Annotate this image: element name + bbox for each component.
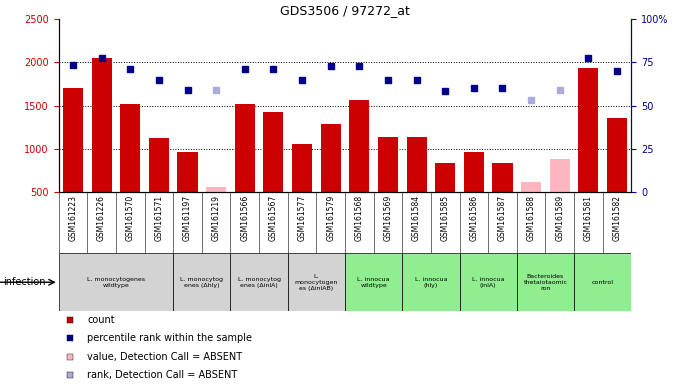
Bar [92,58,112,192]
FancyBboxPatch shape [517,253,574,311]
Text: GSM161226: GSM161226 [97,195,106,241]
Bar [120,104,140,192]
FancyBboxPatch shape [59,253,173,311]
Text: rank, Detection Call = ABSENT: rank, Detection Call = ABSENT [88,370,237,380]
Bar [264,112,284,192]
Text: GSM161567: GSM161567 [269,195,278,241]
FancyBboxPatch shape [460,253,517,311]
Bar [521,182,541,192]
Text: GSM161588: GSM161588 [526,195,535,241]
FancyBboxPatch shape [345,253,402,311]
Text: percentile rank within the sample: percentile rank within the sample [88,333,253,343]
Bar [63,88,83,192]
Bar [493,163,513,192]
Bar [292,144,312,192]
Text: GSM161582: GSM161582 [613,195,622,241]
Bar [378,137,398,192]
FancyBboxPatch shape [402,253,460,311]
Text: GSM161219: GSM161219 [212,195,221,241]
Text: L. innocua
wildtype: L. innocua wildtype [357,277,390,288]
Bar [607,118,627,192]
Text: GSM161584: GSM161584 [412,195,421,241]
Bar [321,124,341,192]
Text: value, Detection Call = ABSENT: value, Detection Call = ABSENT [88,352,242,362]
Bar [435,163,455,192]
Text: GSM161570: GSM161570 [126,195,135,241]
Text: GSM161587: GSM161587 [498,195,507,241]
Bar [578,68,598,192]
Text: L. innocua
(hly): L. innocua (hly) [415,277,447,288]
Bar [349,101,369,192]
Text: L. innocua
(inlA): L. innocua (inlA) [472,277,504,288]
FancyBboxPatch shape [574,253,631,311]
Bar [406,137,426,192]
FancyBboxPatch shape [230,253,288,311]
Text: L. monocytog
enes (ΔinlA): L. monocytog enes (ΔinlA) [237,277,281,288]
Text: GSM161571: GSM161571 [155,195,164,241]
Text: control: control [592,280,613,285]
Title: GDS3506 / 97272_at: GDS3506 / 97272_at [280,3,410,17]
Text: GSM161579: GSM161579 [326,195,335,241]
Text: GSM161197: GSM161197 [183,195,192,241]
Bar [235,104,255,192]
Text: GSM161586: GSM161586 [469,195,478,241]
Text: Bacteroides
thetaiotaomic
ron: Bacteroides thetaiotaomic ron [524,274,567,291]
Text: GSM161581: GSM161581 [584,195,593,241]
Text: GSM161223: GSM161223 [68,195,77,241]
Text: infection: infection [3,277,46,287]
Bar [206,187,226,192]
Text: L. monocytogenes
wildtype: L. monocytogenes wildtype [87,277,145,288]
FancyBboxPatch shape [288,253,345,311]
FancyBboxPatch shape [173,253,230,311]
Text: GSM161589: GSM161589 [555,195,564,241]
Text: GSM161585: GSM161585 [441,195,450,241]
Bar [550,159,570,192]
Text: count: count [88,315,115,325]
Text: GSM161566: GSM161566 [240,195,249,241]
Bar [149,139,169,192]
Text: L. monocytog
enes (Δhly): L. monocytog enes (Δhly) [180,277,224,288]
Text: GSM161568: GSM161568 [355,195,364,241]
Text: L.
monocytogen
es (ΔinlAB): L. monocytogen es (ΔinlAB) [295,274,338,291]
Text: GSM161577: GSM161577 [297,195,306,241]
Bar [464,152,484,192]
Text: GSM161569: GSM161569 [384,195,393,241]
Bar [177,152,197,192]
